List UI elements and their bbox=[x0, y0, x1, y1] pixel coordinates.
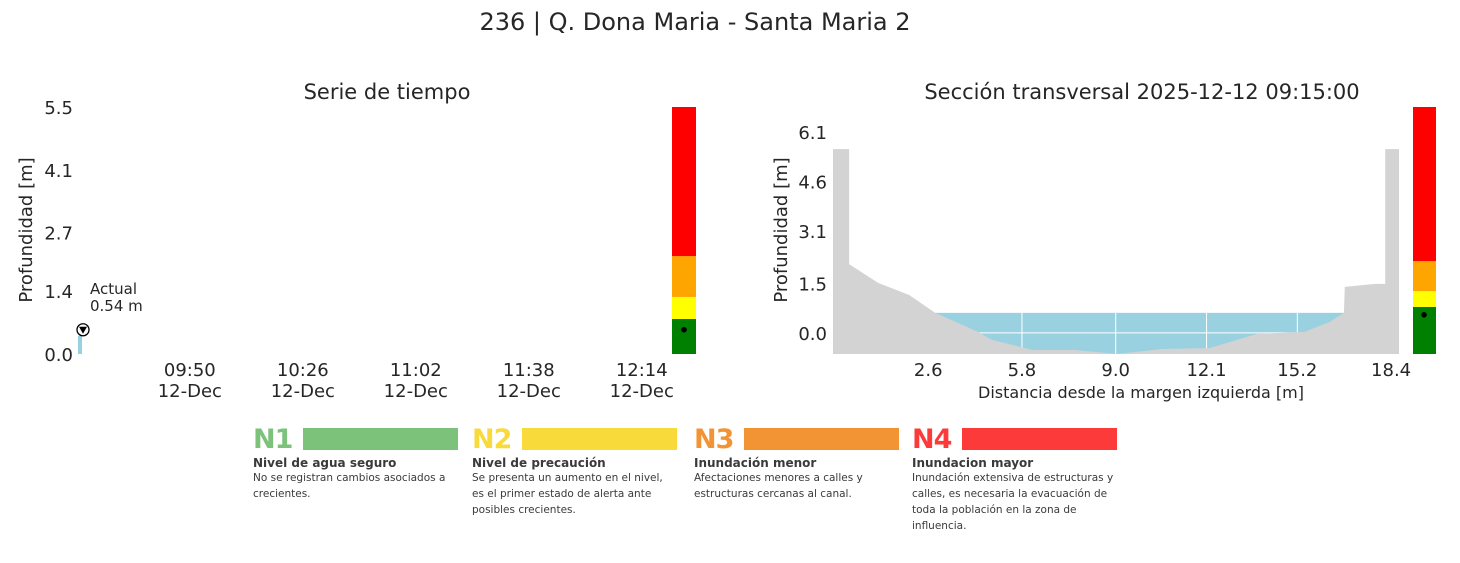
x-tick-date: 12-Dec bbox=[610, 381, 674, 402]
level-description: Se presenta un aumento en el nivel, es e… bbox=[472, 472, 663, 516]
legend-item-n1: N1 Nivel de agua seguro No se registran ca… bbox=[253, 423, 458, 502]
legend-header: N2 bbox=[472, 423, 677, 455]
level-title: Nivel de agua seguro bbox=[253, 456, 397, 470]
ground-profile bbox=[833, 149, 1399, 354]
level-code: N2 bbox=[472, 423, 512, 455]
level-color-bar bbox=[744, 428, 899, 450]
x-tick-label: 11:02 bbox=[390, 360, 442, 381]
legend-item-n3: N3 Inundación menor Afectaciones menores a… bbox=[694, 423, 899, 502]
current-level-dot bbox=[1421, 312, 1427, 318]
x-axis-label: Distancia desde la margen izquierda [m] bbox=[978, 383, 1304, 402]
y-tick-label: 0.0 bbox=[798, 324, 827, 345]
x-tick-label: 12.1 bbox=[1186, 360, 1226, 381]
level-description: Inundación extensiva de estructuras y ca… bbox=[912, 472, 1114, 532]
x-tick-label: 2.6 bbox=[914, 360, 943, 381]
legend-item-n4: N4 Inundacion mayor Inundación extensiva d… bbox=[912, 423, 1117, 534]
level-band-n4 bbox=[1413, 107, 1436, 262]
level-code: N3 bbox=[694, 423, 734, 455]
x-tick-label: 11:38 bbox=[503, 360, 555, 381]
y-tick-label: 4.6 bbox=[798, 172, 827, 193]
level-code: N1 bbox=[253, 423, 293, 455]
annotation-value: 0.54 m bbox=[90, 297, 143, 315]
depth-bar bbox=[78, 335, 82, 354]
level-title: Inundación menor bbox=[694, 456, 817, 470]
y-tick-label: 1.5 bbox=[798, 275, 827, 296]
x-tick-date: 12-Dec bbox=[384, 381, 448, 402]
y-axis-label: Profundidad [m] bbox=[16, 157, 37, 302]
level-color-bar bbox=[962, 428, 1117, 450]
y-axis-label: Profundidad [m] bbox=[771, 157, 792, 302]
level-band-n2 bbox=[672, 296, 696, 319]
level-color-bar bbox=[522, 428, 677, 450]
level-band-n3 bbox=[672, 256, 696, 297]
level-code: N4 bbox=[912, 423, 952, 455]
figure-title: 236 | Q. Dona Maria - Santa Maria 2 bbox=[479, 8, 910, 36]
annotation-label: Actual bbox=[90, 280, 137, 298]
x-tick-label: 12:14 bbox=[616, 360, 668, 381]
x-tick-label: 09:50 bbox=[164, 360, 216, 381]
legend-header: N1 bbox=[253, 423, 458, 455]
y-tick-label: 4.1 bbox=[44, 161, 73, 182]
level-band-n2 bbox=[1413, 291, 1436, 307]
chart-title: Sección transversal 2025-12-12 09:15:00 bbox=[924, 80, 1359, 104]
y-tick-label: 3.1 bbox=[798, 222, 827, 243]
legend-item-n2: N2 Nivel de precaución Se presenta un aume… bbox=[472, 423, 677, 518]
level-title: Nivel de precaución bbox=[472, 456, 606, 470]
x-tick-label: 10:26 bbox=[277, 360, 329, 381]
x-tick-label: 15.2 bbox=[1277, 360, 1317, 381]
level-description: No se registran cambios asociados a crec… bbox=[253, 472, 446, 500]
legend-header: N4 bbox=[912, 423, 1117, 455]
y-tick-label: 0.0 bbox=[44, 345, 73, 366]
water-level-triangle-icon bbox=[79, 326, 87, 334]
x-tick-date: 12-Dec bbox=[497, 381, 561, 402]
legend-header: N3 bbox=[694, 423, 899, 455]
x-tick-date: 12-Dec bbox=[158, 381, 222, 402]
y-tick-label: 1.4 bbox=[44, 282, 73, 303]
x-tick-label: 5.8 bbox=[1008, 360, 1037, 381]
x-tick-label: 9.0 bbox=[1101, 360, 1130, 381]
y-tick-label: 5.5 bbox=[44, 98, 73, 119]
chart-title: Serie de tiempo bbox=[304, 80, 471, 104]
level-band-n1 bbox=[672, 318, 696, 354]
cross-section-chart: Sección transversal 2025-12-12 09:15:00 P… bbox=[771, 80, 1436, 402]
level-title: Inundacion mayor bbox=[912, 456, 1034, 470]
level-band-n3 bbox=[1413, 261, 1436, 292]
level-band-n4 bbox=[672, 107, 696, 257]
time-series-chart: Serie de tiempo Profundidad [m] 0.0 1.4 2.7 4… bbox=[16, 80, 696, 402]
level-color-bar bbox=[303, 428, 458, 450]
y-tick-label: 6.1 bbox=[798, 123, 827, 144]
level-description: Afectaciones menores a calles y estructu… bbox=[694, 472, 863, 500]
x-tick-date: 12-Dec bbox=[271, 381, 335, 402]
x-tick-label: 18.4 bbox=[1371, 360, 1411, 381]
current-level-dot bbox=[681, 326, 687, 333]
level-band-n1 bbox=[1413, 306, 1436, 354]
y-tick-label: 2.7 bbox=[44, 224, 73, 245]
